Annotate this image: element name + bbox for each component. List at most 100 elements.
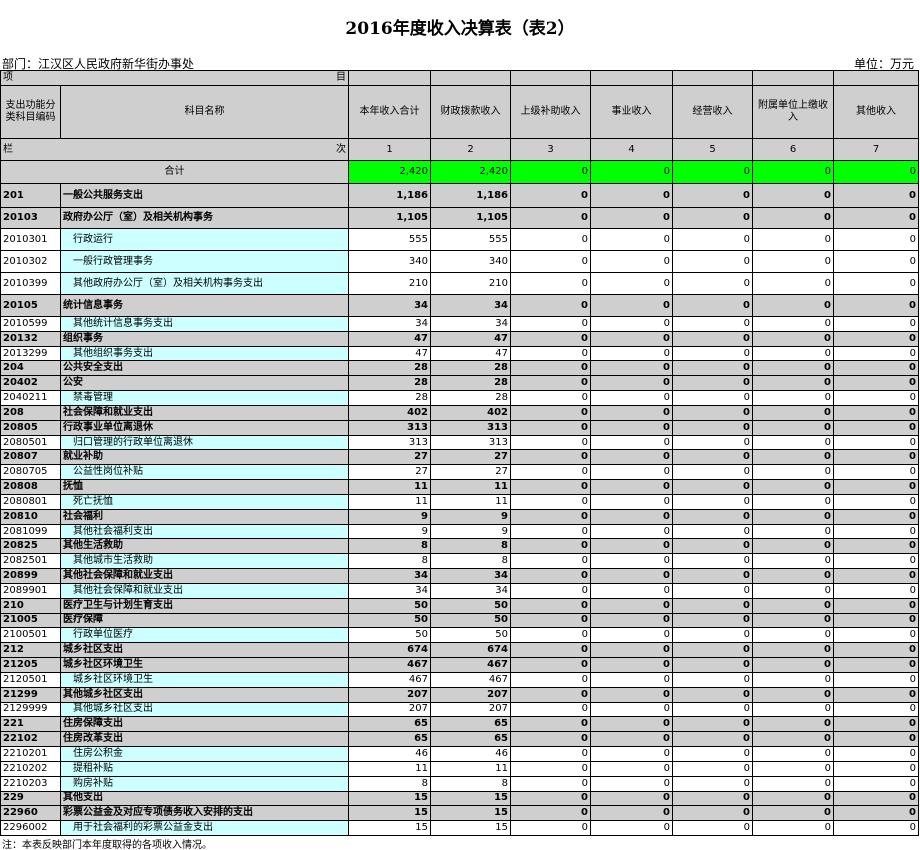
value-cell: 0 xyxy=(510,294,591,317)
value-cell: 0 xyxy=(510,627,591,644)
code-cell: 2100501 xyxy=(0,627,61,644)
value-cell: 0 xyxy=(833,746,919,762)
value-cell: 28 xyxy=(348,390,431,406)
value-cell: 0 xyxy=(590,493,673,510)
value-cell: 0 xyxy=(510,716,591,733)
value-cell: 0 xyxy=(672,390,753,406)
value-cell: 0 xyxy=(833,294,919,317)
value-cell: 402 xyxy=(348,404,431,421)
name-cell: 用于社会福利的彩票公益金支出 xyxy=(60,820,349,836)
value-cell: 467 xyxy=(430,671,511,688)
value-cell: 11 xyxy=(348,479,431,495)
value-cell: 0 xyxy=(510,345,591,362)
value-cell: 0 xyxy=(510,493,591,510)
value-cell: 0 xyxy=(672,790,753,807)
column-header: 科目名称 xyxy=(60,85,349,139)
value-cell: 0 xyxy=(833,657,919,673)
name-cell: 统计信息事务 xyxy=(60,294,349,317)
value-cell: 0 xyxy=(752,775,834,792)
value-cell: 0 xyxy=(672,250,753,273)
value-cell: 0 xyxy=(510,820,591,836)
value-cell: 8 xyxy=(348,538,431,555)
value-cell: 0 xyxy=(833,775,919,792)
value-cell: 555 xyxy=(348,228,431,251)
value-cell: 50 xyxy=(430,597,511,614)
value-cell: 0 xyxy=(752,183,834,208)
value-cell: 0 xyxy=(590,701,673,718)
value-cell: 0 xyxy=(752,538,834,555)
value-cell: 0 xyxy=(833,820,919,836)
value-cell: 15 xyxy=(430,805,511,822)
value-cell: 0 xyxy=(752,508,834,525)
table-row: 20805 行政事业单位离退休 313 313 0 0 0 0 0 xyxy=(0,419,919,436)
name-cell: 公益性岗位补贴 xyxy=(60,464,349,481)
value-cell: 0 xyxy=(833,760,919,777)
code-cell: 2080801 xyxy=(0,493,61,510)
name-cell: 禁毒管理 xyxy=(60,390,349,406)
table-row: 2080705 公益性岗位补贴 27 27 0 0 0 0 0 xyxy=(0,464,919,481)
name-cell: 行政运行 xyxy=(60,228,349,251)
value-cell: 1,105 xyxy=(430,207,511,229)
value-cell: 0 xyxy=(672,449,753,466)
header-cell xyxy=(510,70,591,86)
value-cell: 0 xyxy=(590,671,673,688)
value-cell: 0 xyxy=(752,716,834,733)
value-cell: 0 xyxy=(752,657,834,673)
table-row: 229 其他支出 15 15 0 0 0 0 0 xyxy=(0,790,919,807)
header-cell: 项目 xyxy=(0,70,349,86)
code-cell: 2013299 xyxy=(0,345,61,362)
value-cell: 0 xyxy=(590,820,673,836)
table-row: 21005 医疗保障 50 50 0 0 0 0 0 xyxy=(0,612,919,629)
value-cell: 0 xyxy=(752,760,834,777)
value-cell: 0 xyxy=(752,582,834,599)
value-cell: 0 xyxy=(752,294,834,317)
code-cell: 2010599 xyxy=(0,316,61,332)
name-cell: 社会福利 xyxy=(60,508,349,525)
table-row: 2010301 行政运行 555 555 0 0 0 0 0 xyxy=(0,228,919,251)
table-row: 21205 城乡社区环境卫生 467 467 0 0 0 0 0 xyxy=(0,657,919,673)
value-cell: 15 xyxy=(348,805,431,822)
value-cell: 0 xyxy=(833,716,919,733)
table-row: 2013299 其他组织事务支出 47 47 0 0 0 0 0 xyxy=(0,345,919,362)
header-cell: 栏次 xyxy=(0,138,349,161)
value-cell: 0 xyxy=(510,701,591,718)
code-cell: 22102 xyxy=(0,731,61,748)
code-cell: 21005 xyxy=(0,612,61,629)
total-label: 合计 xyxy=(0,160,349,184)
table-row: 2210201 住房公积金 46 46 0 0 0 0 0 xyxy=(0,746,919,762)
value-cell: 402 xyxy=(430,404,511,421)
value-cell: 0 xyxy=(833,464,919,481)
value-cell: 0 xyxy=(672,671,753,688)
code-cell: 2082501 xyxy=(0,553,61,570)
value-cell: 0 xyxy=(672,404,753,421)
value-cell: 0 xyxy=(672,294,753,317)
value-cell: 34 xyxy=(430,316,511,332)
value-cell: 11 xyxy=(430,479,511,495)
table-row: 2080801 死亡抚恤 11 11 0 0 0 0 0 xyxy=(0,493,919,510)
value-cell: 0 xyxy=(672,716,753,733)
value-cell: 28 xyxy=(348,360,431,377)
table-row: 20808 抚恤 11 11 0 0 0 0 0 xyxy=(0,479,919,495)
value-cell: 0 xyxy=(752,330,834,347)
value-cell: 467 xyxy=(430,657,511,673)
header-cell xyxy=(833,70,919,86)
value-cell: 0 xyxy=(833,404,919,421)
name-cell: 一般公共服务支出 xyxy=(60,183,349,208)
value-cell: 0 xyxy=(590,250,673,273)
value-cell: 0 xyxy=(672,272,753,295)
value-cell: 1,105 xyxy=(348,207,431,229)
value-cell: 0 xyxy=(833,731,919,748)
value-cell: 46 xyxy=(348,746,431,762)
value-cell: 210 xyxy=(430,272,511,295)
value-cell: 0 xyxy=(510,434,591,451)
value-cell: 27 xyxy=(430,449,511,466)
value-cell: 0 xyxy=(752,790,834,807)
value-cell: 0 xyxy=(833,360,919,377)
header-text: 次 xyxy=(336,143,346,155)
value-cell: 0 xyxy=(590,207,673,229)
value-cell: 0 xyxy=(833,390,919,406)
value-cell: 0 xyxy=(752,701,834,718)
table-row: 项目 xyxy=(0,70,919,86)
value-cell: 46 xyxy=(430,746,511,762)
value-cell: 0 xyxy=(590,553,673,570)
